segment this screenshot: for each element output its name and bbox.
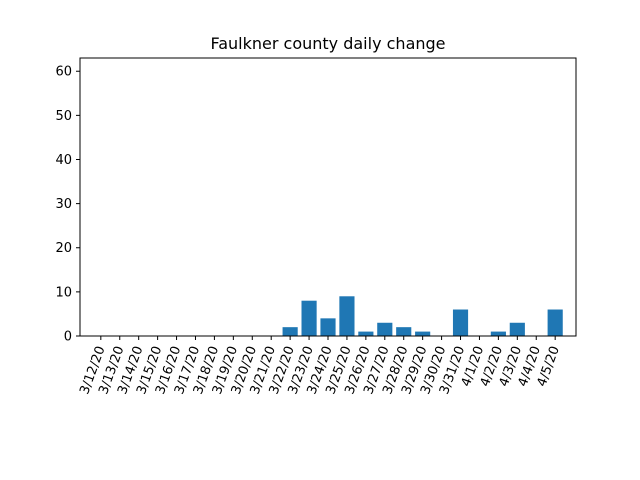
chart-title: Faulkner county daily change: [210, 34, 445, 53]
y-tick-label: 20: [55, 241, 72, 256]
x-axis: 3/12/203/13/203/14/203/15/203/16/203/17/…: [77, 336, 563, 396]
bar-4-5-20: [547, 309, 563, 336]
y-tick-label: 10: [55, 285, 72, 300]
y-tick-label: 60: [55, 65, 72, 80]
bar-3-29-20: [415, 331, 431, 336]
bar-3-22-20: [282, 327, 298, 336]
y-tick-label: 30: [55, 197, 72, 212]
y-tick-label: 50: [55, 109, 72, 124]
plot-frame: [79, 57, 577, 337]
bar-4-2-20: [490, 331, 506, 336]
bar-3-24-20: [320, 318, 336, 336]
bar-3-25-20: [339, 296, 355, 336]
y-axis: 0 10 20 30 40 50 60: [55, 65, 80, 345]
bar-3-28-20: [396, 327, 412, 336]
y-tick-label: 0: [64, 330, 72, 345]
bar-4-3-20: [509, 322, 525, 336]
y-tick-label: 40: [55, 153, 72, 168]
bar-3-31-20: [452, 309, 469, 336]
bar-3-26-20: [358, 331, 374, 336]
bars-group: [282, 296, 563, 336]
bar-3-27-20: [377, 322, 393, 336]
bar-3-23-20: [301, 300, 317, 336]
